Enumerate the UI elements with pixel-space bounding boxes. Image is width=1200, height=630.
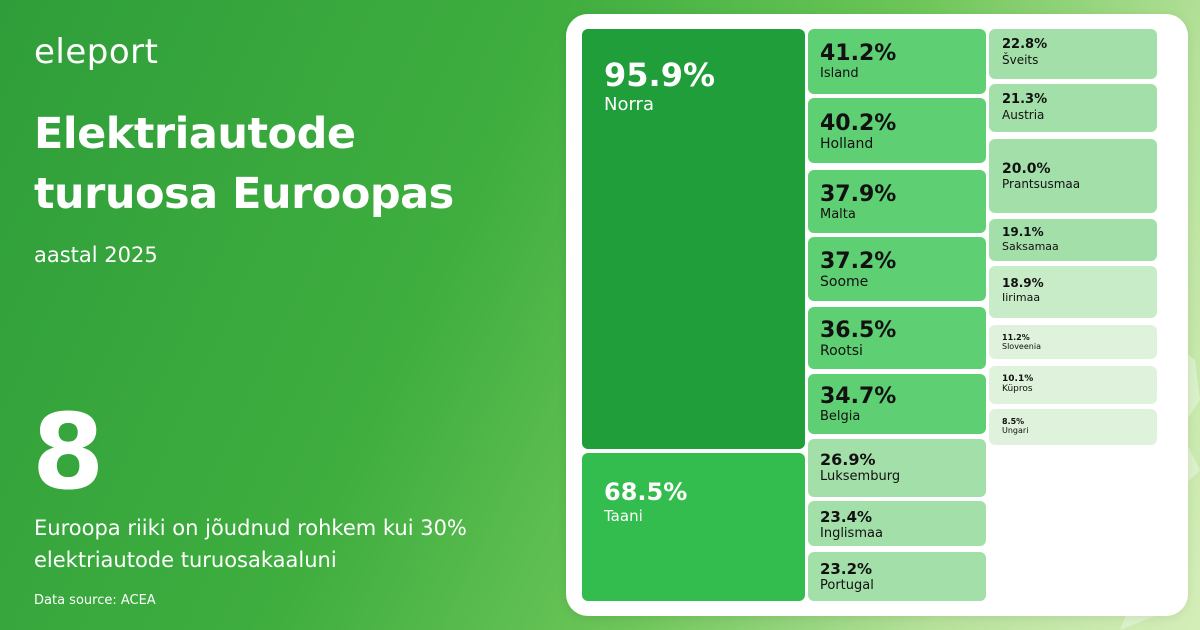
treemap-tile: 37.2% Soome [808,237,986,301]
tile-value: 20.0% [1002,161,1051,177]
tile-value: 8.5% [1002,417,1025,426]
tile-value: 23.4% [820,508,873,526]
tile-country: Belgia [820,409,861,425]
treemap-tile: 41.2% Island [808,29,986,94]
treemap-tile: 22.8% Šveits [989,29,1157,79]
tile-value: 26.9% [820,450,876,469]
treemap-tile: 26.9% Luksemburg [808,439,986,497]
tile-country: Portugal [820,578,874,594]
tile-country: Soome [820,274,869,291]
tile-value: 41.2% [820,41,897,66]
treemap-tile: 10.1% Küpros [989,366,1157,404]
tile-country: Ungari [1002,426,1029,436]
treemap-tile: 8.5% Ungari [989,409,1157,445]
brand-logo: eleport [34,32,159,72]
treemap-tile: 11.2% Sloveenia [989,325,1157,359]
tile-value: 68.5% [604,478,688,506]
treemap-tile: 34.7% Belgia [808,374,986,434]
tile-value: 11.2% [1002,333,1030,342]
tile-country: Luksemburg [820,469,901,485]
tile-value: 37.9% [820,182,897,207]
stat-number: 8 [32,391,105,513]
tile-value: 95.9% [604,56,716,94]
treemap-tile: 68.5% Taani [582,453,805,601]
treemap-tile: 40.2% Holland [808,98,986,163]
tile-country: Prantsusmaa [1002,177,1081,192]
tile-value: 21.3% [1002,92,1048,107]
tile-country: Sloveenia [1002,342,1041,352]
tile-country: Iirimaa [1002,290,1041,304]
treemap-tile: 19.1% Saksamaa [989,219,1157,261]
tile-country: Saksamaa [1002,239,1059,253]
tile-value: 10.1% [1002,374,1034,384]
treemap-tile: 23.4% Inglismaa [808,501,986,546]
tile-value: 19.1% [1002,225,1044,239]
treemap-tile: 18.9% Iirimaa [989,266,1157,318]
data-source: Data source: ACEA [34,593,156,608]
page-title: Elektriautode turuosa Euroopas [34,109,454,219]
tile-country: Malta [820,207,856,223]
tile-value: 23.2% [820,560,873,578]
tile-country: Taani [604,506,643,525]
tile-country: Austria [1002,107,1045,122]
tile-country: Küpros [1002,384,1033,395]
tile-value: 22.8% [1002,37,1048,52]
treemap-tile: 21.3% Austria [989,84,1157,132]
tile-country: Island [820,66,859,82]
tile-country: Šveits [1002,52,1039,67]
tile-value: 34.7% [820,384,897,409]
tile-value: 36.5% [820,318,897,343]
treemap-tile: 36.5% Rootsi [808,307,986,369]
stat-description: Euroopa riiki on jõudnud rohkem kui 30% … [34,516,467,572]
treemap-tile: 20.0% Prantsusmaa [989,139,1157,213]
tile-country: Norra [604,93,654,115]
treemap-tile: 95.9% Norra [582,29,805,449]
treemap-panel: 95.9% Norra 68.5% Taani 41.2% Island 40.2% Holl… [566,14,1188,616]
tile-country: Rootsi [820,343,863,360]
tile-value: 37.2% [820,249,897,274]
tile-value: 18.9% [1002,276,1044,290]
tile-country: Inglismaa [820,526,883,542]
page-subtitle: aastal 2025 [34,243,158,267]
tile-country: Holland [820,136,874,153]
treemap-tile: 23.2% Portugal [808,552,986,601]
tile-value: 40.2% [820,111,897,136]
treemap-tile: 37.9% Malta [808,170,986,233]
